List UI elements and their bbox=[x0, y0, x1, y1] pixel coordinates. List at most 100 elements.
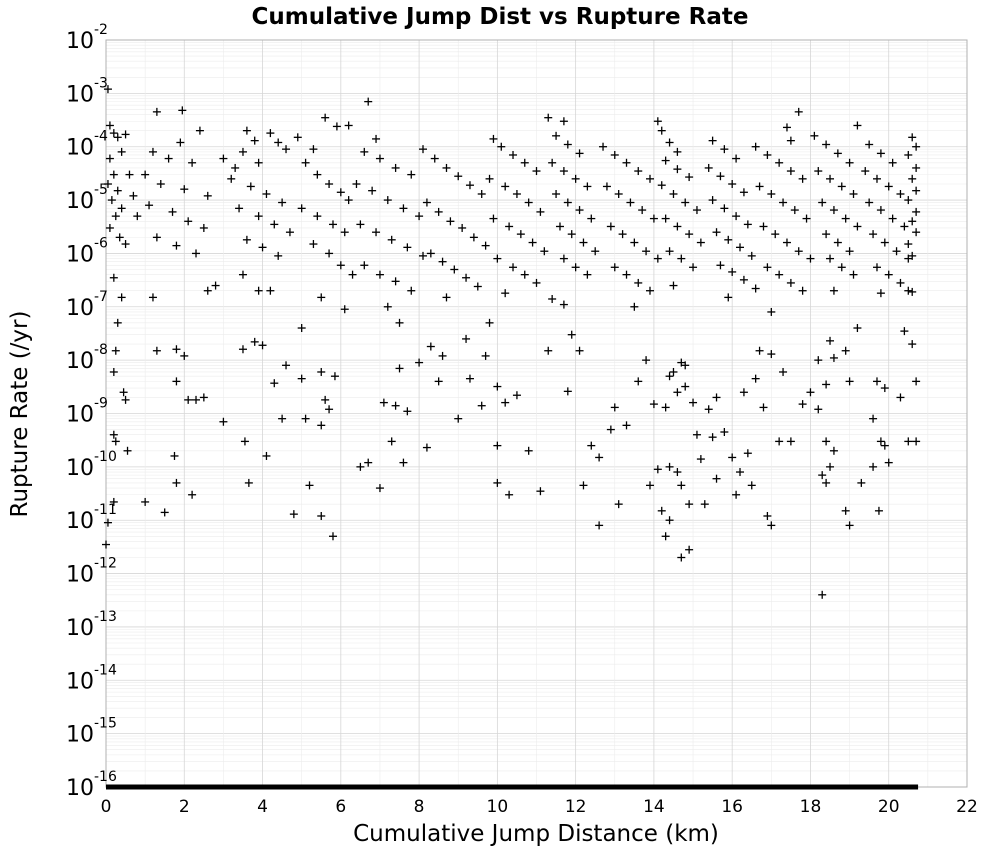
data-point bbox=[837, 182, 846, 191]
data-point bbox=[634, 167, 643, 176]
data-point bbox=[759, 222, 768, 231]
data-point bbox=[348, 270, 357, 279]
data-point bbox=[336, 261, 345, 270]
data-point bbox=[111, 437, 120, 446]
data-point bbox=[779, 198, 788, 207]
data-point bbox=[109, 430, 118, 439]
data-point bbox=[395, 318, 404, 327]
data-point bbox=[375, 484, 384, 493]
data-point bbox=[317, 421, 326, 430]
data-point bbox=[685, 545, 694, 554]
data-point bbox=[330, 372, 339, 381]
data-point bbox=[669, 189, 678, 198]
data-point bbox=[896, 393, 905, 402]
data-point bbox=[328, 532, 337, 541]
data-point bbox=[826, 174, 835, 183]
data-point bbox=[575, 346, 584, 355]
data-point bbox=[415, 358, 424, 367]
y-tick-label: 10-6 bbox=[66, 235, 108, 267]
data-point bbox=[528, 238, 537, 247]
data-point bbox=[383, 302, 392, 311]
data-point bbox=[739, 275, 748, 284]
data-point bbox=[364, 458, 373, 467]
data-point bbox=[712, 474, 721, 483]
data-point bbox=[387, 437, 396, 446]
data-point bbox=[575, 206, 584, 215]
data-point bbox=[199, 223, 208, 232]
data-point bbox=[559, 300, 568, 309]
data-point bbox=[888, 158, 897, 167]
data-point bbox=[555, 222, 564, 231]
data-point bbox=[548, 294, 557, 303]
data-point bbox=[645, 481, 654, 490]
data-point bbox=[109, 273, 118, 282]
data-point bbox=[665, 247, 674, 256]
data-point bbox=[806, 254, 815, 263]
data-point bbox=[235, 204, 244, 213]
data-point bbox=[148, 147, 157, 156]
data-point bbox=[336, 188, 345, 197]
data-point bbox=[172, 478, 181, 487]
data-point bbox=[188, 158, 197, 167]
data-point bbox=[309, 240, 318, 249]
data-point bbox=[501, 182, 510, 191]
data-point bbox=[634, 377, 643, 386]
data-point bbox=[509, 150, 518, 159]
data-point bbox=[262, 451, 271, 460]
data-point bbox=[103, 518, 112, 527]
data-point bbox=[595, 453, 604, 462]
data-point bbox=[344, 121, 353, 130]
data-point bbox=[704, 405, 713, 414]
data-point bbox=[782, 123, 791, 132]
data-point bbox=[587, 214, 596, 223]
data-point bbox=[822, 478, 831, 487]
data-point bbox=[767, 521, 776, 530]
data-point bbox=[242, 126, 251, 135]
data-point bbox=[148, 293, 157, 302]
data-point bbox=[391, 401, 400, 410]
x-tick-label: 10 bbox=[487, 797, 509, 817]
data-point bbox=[113, 133, 122, 142]
data-point bbox=[657, 126, 666, 135]
data-point bbox=[297, 374, 306, 383]
data-point bbox=[720, 145, 729, 154]
data-point bbox=[426, 342, 435, 351]
data-point bbox=[321, 395, 330, 404]
data-point bbox=[692, 430, 701, 439]
data-point bbox=[195, 126, 204, 135]
data-point bbox=[661, 532, 670, 541]
data-point bbox=[203, 286, 212, 295]
data-point bbox=[649, 400, 658, 409]
data-point bbox=[152, 107, 161, 116]
data-point bbox=[767, 189, 776, 198]
data-point bbox=[630, 302, 639, 311]
data-point bbox=[375, 154, 384, 163]
data-point bbox=[379, 398, 388, 407]
data-point bbox=[111, 346, 120, 355]
data-point bbox=[219, 154, 228, 163]
data-point bbox=[874, 506, 883, 515]
y-tick-label: 10-11 bbox=[66, 502, 117, 534]
x-tick-label: 8 bbox=[414, 797, 425, 817]
data-point bbox=[274, 138, 283, 147]
data-point bbox=[176, 138, 185, 147]
data-point bbox=[876, 206, 885, 215]
data-point bbox=[262, 189, 271, 198]
data-point bbox=[105, 121, 114, 130]
data-point bbox=[375, 270, 384, 279]
data-point bbox=[571, 174, 580, 183]
data-point bbox=[403, 243, 412, 252]
data-point bbox=[798, 286, 807, 295]
data-point bbox=[822, 380, 831, 389]
data-point bbox=[481, 351, 490, 360]
y-tick-label: 10-3 bbox=[66, 75, 108, 107]
data-point bbox=[861, 167, 870, 176]
y-tick-label: 10-14 bbox=[66, 662, 117, 694]
data-point bbox=[156, 180, 165, 189]
data-point bbox=[301, 414, 310, 423]
data-point bbox=[325, 249, 334, 258]
data-point bbox=[356, 220, 365, 229]
data-point bbox=[111, 212, 120, 221]
data-point bbox=[751, 284, 760, 293]
data-point bbox=[109, 170, 118, 179]
